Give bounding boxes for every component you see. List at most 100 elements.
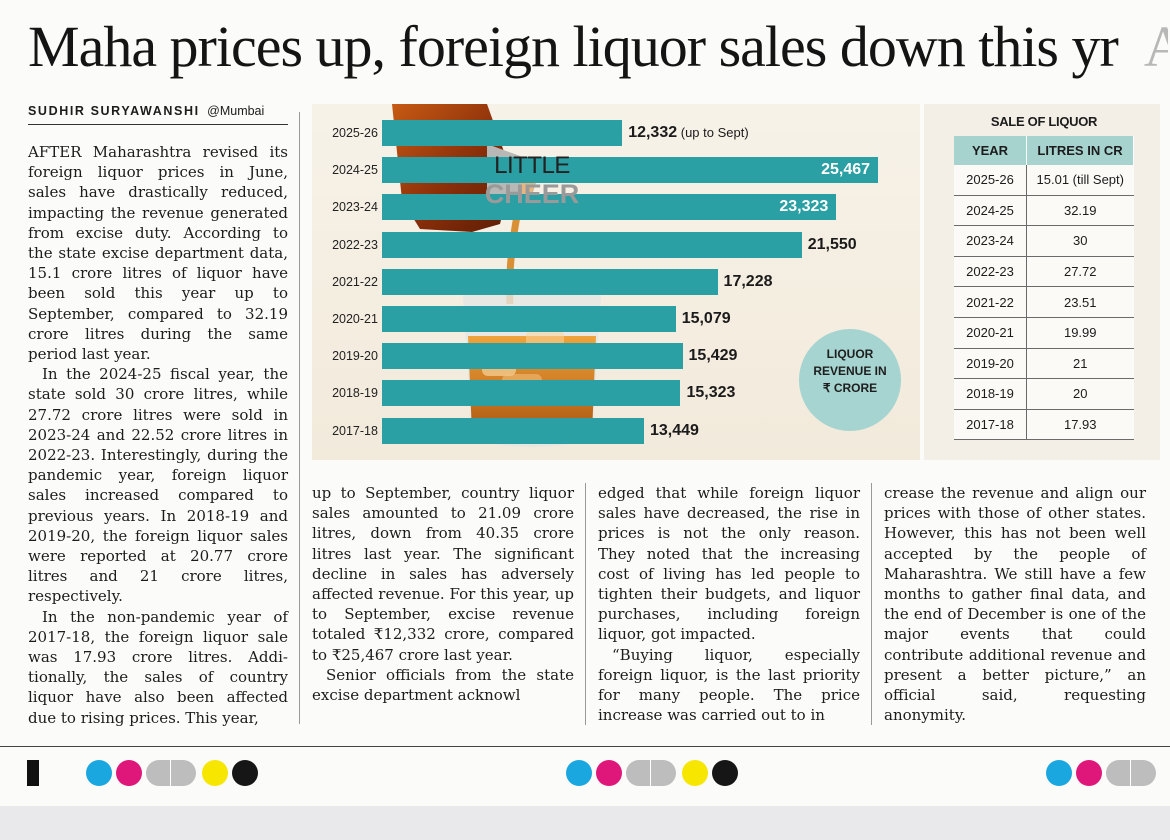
sale-of-liquor-panel: SALE OF LIQUOR YEAR LITRES IN CR 2025-26… xyxy=(924,104,1160,460)
year-label: 2022-23 xyxy=(332,237,378,252)
year-cell: 2025-26 xyxy=(954,165,1027,196)
litres-cell: 32.19 xyxy=(1026,195,1134,227)
litres-cell: 20 xyxy=(1026,378,1134,410)
registration-group xyxy=(86,760,266,786)
paragraph: up to September, country liq­uor sales a… xyxy=(312,484,574,664)
year-cell: 2019-20 xyxy=(954,348,1027,380)
paragraph: Senior officials from the state excise d… xyxy=(312,665,574,705)
bar-2022-23 xyxy=(382,231,802,258)
paragraph: crease the revenue and align our prices … xyxy=(884,484,1146,725)
magenta-dot xyxy=(1076,760,1102,786)
table-row: 2018-19 20 xyxy=(954,378,1134,410)
year-label: 2021-22 xyxy=(332,274,378,289)
column-divider xyxy=(871,483,872,725)
chart-title-line-2: CHEER xyxy=(484,179,580,209)
byline: SUDHIR SURYAWANSHI @Mumbai xyxy=(28,104,264,122)
bar-value-label: 21,550 xyxy=(807,235,857,253)
year-cell: 2022-23 xyxy=(954,256,1027,288)
header-year: YEAR xyxy=(954,136,1027,165)
table-title: SALE OF LIQUOR xyxy=(990,114,1098,129)
headline: Maha prices up, foreign liquor sales dow… xyxy=(28,8,1168,86)
badge-line-1: LIQUOR xyxy=(826,347,874,361)
year-label: 2019-20 xyxy=(332,349,378,364)
header-litres: LITRES IN CR xyxy=(1026,136,1134,165)
article-column-1: AFTER Maharashtra revised its foreign li… xyxy=(28,142,288,728)
litres-cell: 23.51 xyxy=(1026,286,1134,318)
cyan-dot xyxy=(1046,760,1072,786)
chart-title: LITTLE CHEER xyxy=(482,152,582,208)
table-row: 2020-21 19.99 xyxy=(954,317,1134,349)
paragraph: AFTER Maharashtra revised its foreign li… xyxy=(28,143,288,364)
bar-2025-26 xyxy=(382,120,623,146)
litres-cell: 19.99 xyxy=(1026,317,1134,349)
bar-2017-18 xyxy=(382,417,644,444)
chart-title-line-1: LITTLE xyxy=(494,152,570,179)
article-column-4: crease the revenue and align our prices … xyxy=(884,483,1146,725)
bar-2023-24 xyxy=(382,194,837,221)
year-cell: 2024-25 xyxy=(954,195,1027,227)
table-row: 2024-25 32.19 xyxy=(954,195,1134,227)
table-row: 2021-22 23.51 xyxy=(954,286,1134,318)
bar-value-label: 15,323 xyxy=(686,384,736,402)
table-row: 2025-26 15.01 (till Sept) xyxy=(954,165,1134,196)
registration-group xyxy=(566,760,746,786)
litres-cell: 21 xyxy=(1026,348,1134,380)
year-cell: 2018-19 xyxy=(954,378,1027,410)
black-dot xyxy=(232,760,258,786)
paragraph: In the non-pandemic year of 2017-18, the… xyxy=(28,607,288,727)
article-column-2: up to September, country liq­uor sales a… xyxy=(312,483,574,705)
paragraph: “Buying liquor, especially foreign liquo… xyxy=(598,645,860,725)
headline-cut-off-text: A xyxy=(1143,14,1168,79)
year-cell: 2017-18 xyxy=(954,409,1027,441)
litres-cell: 15.01 (till Sept) xyxy=(1026,165,1134,196)
year-label: 2018-19 xyxy=(332,386,378,401)
year-label: 2025-26 xyxy=(332,126,378,140)
registration-group xyxy=(1046,760,1170,786)
cyan-dot xyxy=(566,760,592,786)
bar-2021-22 xyxy=(382,268,718,295)
litres-cell: 17.93 xyxy=(1026,409,1134,441)
year-cell: 2023-24 xyxy=(954,225,1027,257)
black-print-marker xyxy=(27,760,39,786)
page-edge xyxy=(0,806,1170,840)
year-cell: 2020-21 xyxy=(954,317,1027,349)
article-column-3: edged that while foreign liquor sales ha… xyxy=(598,483,860,725)
table-row: 2022-23 27.72 xyxy=(954,256,1134,288)
badge-line-3: ₹ CRORE xyxy=(822,381,878,395)
gray-pill xyxy=(626,760,676,786)
bar-2024-25 xyxy=(382,157,879,184)
magenta-dot xyxy=(116,760,142,786)
column-divider xyxy=(585,483,586,725)
bar-2018-19 xyxy=(382,380,681,407)
column-divider xyxy=(299,112,300,724)
sale-of-liquor-table: YEAR LITRES IN CR 2025-26 15.01 (till Sep… xyxy=(954,136,1134,441)
table-row: 2017-18 17.93 xyxy=(954,409,1134,441)
paragraph: edged that while foreign liquor sales ha… xyxy=(598,484,860,644)
cyan-dot xyxy=(86,760,112,786)
gray-pill xyxy=(146,760,196,786)
byline-location: @Mumbai xyxy=(207,104,265,118)
year-label: 2024-25 xyxy=(332,163,378,178)
bar-value-label: 15,079 xyxy=(681,310,731,327)
paragraph: In the 2024-25 fiscal year, the state so… xyxy=(28,365,288,606)
table-row: 2023-24 30 xyxy=(954,225,1134,257)
year-cell: 2021-22 xyxy=(954,286,1027,318)
yellow-dot xyxy=(202,760,228,786)
year-label: 2023-24 xyxy=(332,200,378,215)
year-label: 2017-18 xyxy=(332,423,378,438)
bar-value-label: 12,332 (up to Sept) xyxy=(628,124,749,141)
footer-rule xyxy=(0,746,1170,747)
byline-rule xyxy=(28,124,288,125)
bar-value-label: 23,323 xyxy=(779,198,829,216)
revenue-bar-chart: 2025-26 12,332 (up to Sept) 2024-25 25,467 2… xyxy=(312,104,920,460)
black-dot xyxy=(712,760,738,786)
bar-2020-21 xyxy=(382,306,676,332)
yellow-dot xyxy=(682,760,708,786)
gray-pill xyxy=(1106,760,1156,786)
bar-value-label: 17,228 xyxy=(723,272,773,290)
bar-value-label: 25,467 xyxy=(821,161,871,179)
magenta-dot xyxy=(596,760,622,786)
litres-cell: 27.72 xyxy=(1026,256,1134,288)
litres-cell: 30 xyxy=(1026,225,1134,257)
badge-line-2: REVENUE IN xyxy=(813,364,887,378)
